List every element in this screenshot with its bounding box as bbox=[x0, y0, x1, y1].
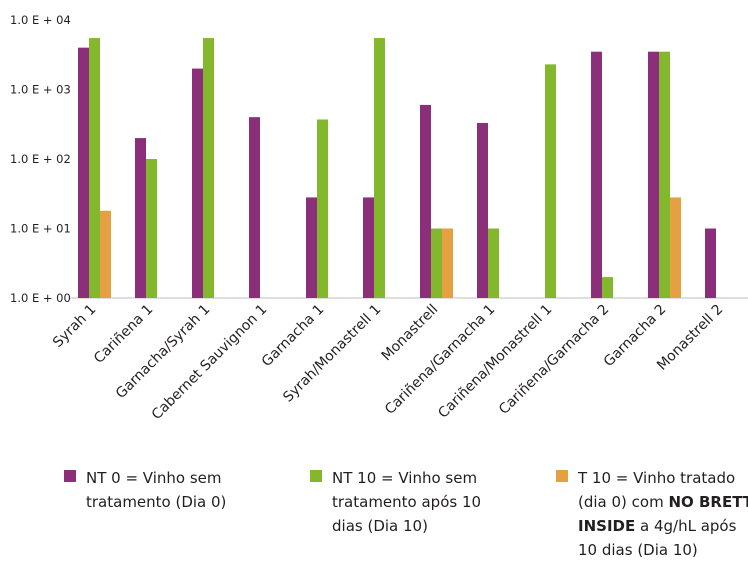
x-tick-label: Cariñena/Garnacha 2 bbox=[496, 302, 612, 418]
y-tick-label: 1.0 E + 01 bbox=[10, 222, 71, 236]
legend-label: T 10 = Vinho tratado (dia 0) com NO BRETT… bbox=[578, 466, 748, 562]
legend-text: NT 10 = Vinho sem bbox=[332, 469, 478, 487]
legend-product-name: NO BRETT bbox=[668, 493, 748, 511]
y-tick-label: 1.0 E + 02 bbox=[10, 152, 71, 166]
bar bbox=[488, 228, 499, 298]
bar bbox=[477, 122, 488, 298]
x-tick-label: Cabernet Sauvignon 1 bbox=[149, 302, 271, 424]
legend-text: (dia 0) com bbox=[578, 493, 669, 511]
x-tick-label: Cariñena/Monastrell 1 bbox=[435, 302, 555, 422]
x-tick-label: Cariñena/Garnacha 1 bbox=[382, 302, 498, 418]
bar bbox=[78, 47, 89, 298]
legend-swatch bbox=[556, 470, 568, 482]
bar bbox=[705, 228, 716, 298]
legend-swatch bbox=[310, 470, 322, 482]
legend-text: dias (Dia 10) bbox=[332, 517, 428, 535]
bar bbox=[317, 119, 328, 298]
bar bbox=[249, 117, 260, 298]
bar bbox=[135, 138, 146, 298]
x-tick-label: Syrah 1 bbox=[50, 302, 99, 351]
legend-swatch bbox=[64, 470, 76, 482]
y-tick-label: 1.0 E + 03 bbox=[10, 83, 71, 97]
bar bbox=[203, 38, 214, 298]
x-tick-label: Syrah/Monastrell 1 bbox=[280, 302, 384, 406]
bar bbox=[306, 197, 317, 298]
legend-text: 10 dias (Dia 10) bbox=[578, 541, 698, 559]
bar bbox=[100, 210, 111, 298]
bar bbox=[670, 197, 681, 298]
bar bbox=[442, 228, 453, 298]
bar bbox=[602, 277, 613, 298]
y-axis: 1.0 E + 04 1.0 E + 03 1.0 E + 02 1.0 E + 01… bbox=[10, 13, 71, 305]
bar bbox=[659, 51, 670, 298]
x-tick-label: Garnacha/Syrah 1 bbox=[113, 302, 213, 402]
bars bbox=[78, 38, 716, 298]
bar bbox=[374, 38, 385, 298]
legend-product-name: INSIDE bbox=[578, 517, 636, 535]
bar bbox=[591, 51, 602, 298]
legend-text: a 4g/hL após bbox=[635, 517, 737, 535]
legend-label: NT 10 = Vinho sem tratamento após 10 dias … bbox=[332, 466, 481, 538]
bar bbox=[420, 104, 431, 298]
bar bbox=[146, 159, 157, 298]
bar bbox=[648, 51, 659, 298]
legend-text: tratamento após 10 bbox=[332, 493, 482, 511]
bar bbox=[431, 228, 442, 298]
legend-text: NT 0 = Vinho sem bbox=[86, 469, 222, 487]
legend-label: NT 0 = Vinho sem tratamento (Dia 0) bbox=[86, 466, 226, 514]
bar bbox=[545, 64, 556, 298]
legend-text: tratamento (Dia 0) bbox=[86, 493, 227, 511]
bar bbox=[363, 197, 374, 298]
legend-text: T 10 = Vinho tratado bbox=[578, 469, 736, 487]
bar bbox=[192, 68, 203, 298]
bar bbox=[89, 38, 100, 298]
y-tick-label: 1.0 E + 04 bbox=[10, 13, 71, 27]
x-tick-label: Monastrell bbox=[379, 302, 442, 365]
bar-chart: 1.0 E + 04 1.0 E + 03 1.0 E + 02 1.0 E + 01… bbox=[10, 13, 748, 424]
y-tick-label: 1.0 E + 00 bbox=[10, 291, 71, 305]
